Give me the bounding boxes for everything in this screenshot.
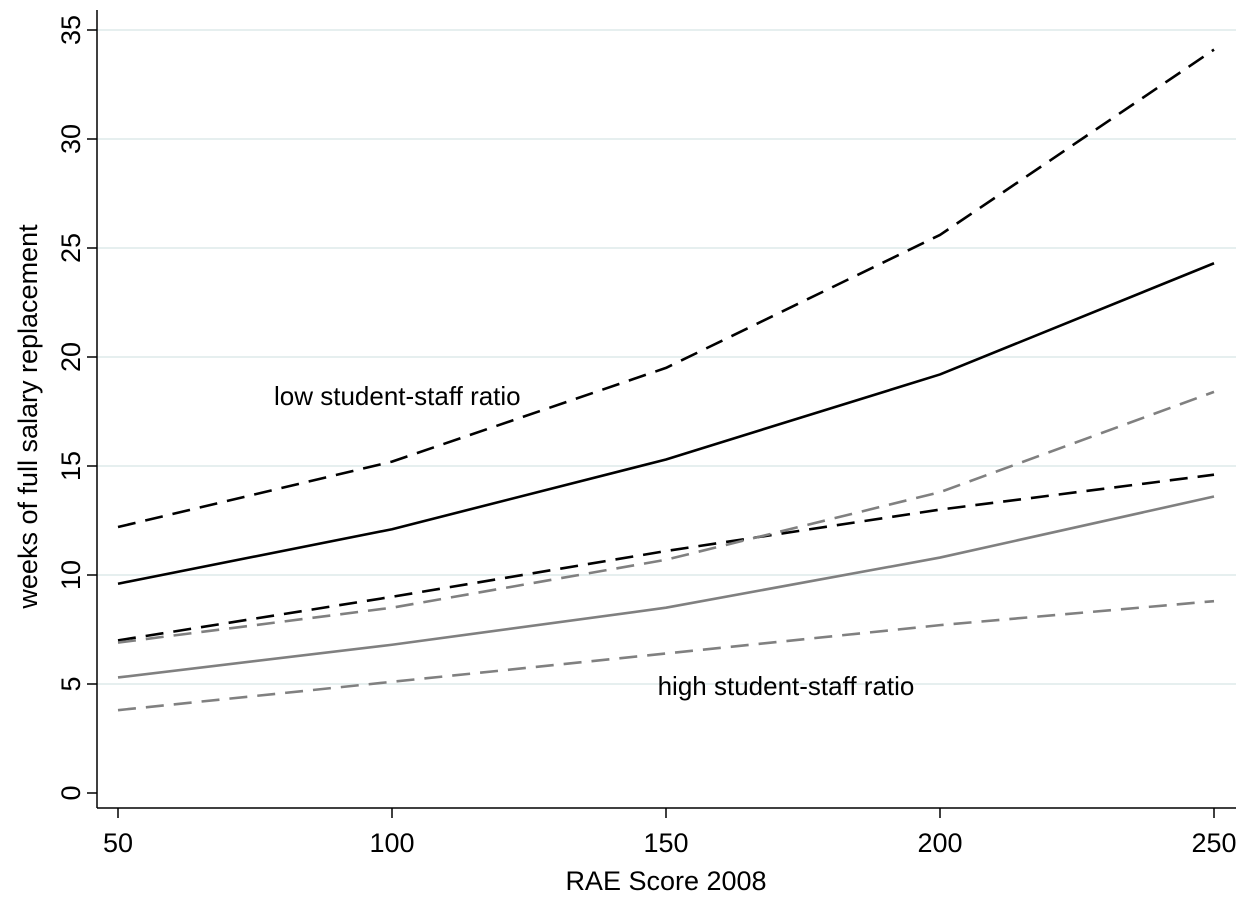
y-tick-label: 10	[56, 560, 86, 590]
x-tick-label: 200	[917, 828, 962, 858]
x-tick-label: 150	[643, 828, 688, 858]
x-tick-label: 100	[369, 828, 414, 858]
annotations: low student-staff ratio high student-staf…	[274, 381, 914, 701]
x-tick-label: 250	[1191, 828, 1236, 858]
series-group	[117, 48, 1215, 712]
y-axis-label: weeks of full salary replacement	[13, 224, 43, 610]
x-axis-label: RAE Score 2008	[565, 866, 766, 896]
x-ticks: 50 100 150 200 250	[103, 808, 1237, 858]
series-line-5	[117, 495, 1215, 679]
y-tick-label: 25	[56, 233, 86, 263]
y-tick-label: 0	[56, 785, 86, 800]
y-tick-label: 5	[56, 676, 86, 691]
y-tick-label: 30	[56, 124, 86, 154]
series-line-2	[117, 262, 1215, 585]
y-tick-label: 35	[56, 15, 86, 45]
annotation-label: high student-staff ratio	[658, 671, 915, 701]
series-line-6	[117, 599, 1215, 712]
y-tick-label: 20	[56, 342, 86, 372]
series-line-3	[117, 473, 1215, 642]
series-line-1	[117, 48, 1215, 529]
y-tick-label: 15	[56, 451, 86, 481]
grid-lines	[97, 29, 1236, 685]
y-ticks: 0 5 10 15 20 25 30 35	[56, 15, 97, 801]
series-line-4	[117, 390, 1215, 644]
x-tick-label: 50	[103, 828, 133, 858]
annotation-label: low student-staff ratio	[274, 381, 521, 411]
